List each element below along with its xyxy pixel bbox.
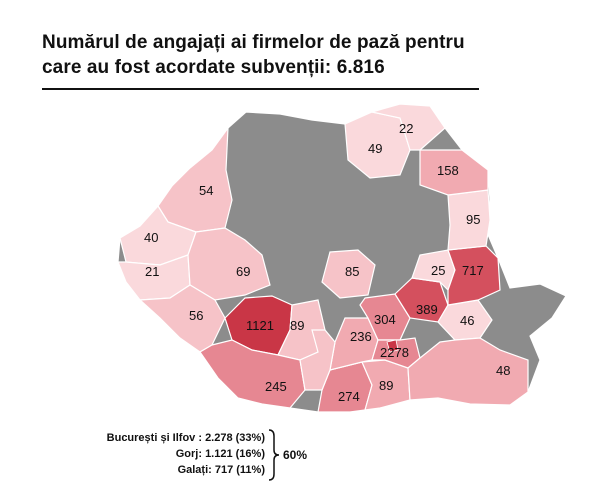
- value-ne-95: 95: [466, 212, 480, 227]
- value-n-49: 49: [368, 141, 382, 156]
- county-bucuresti-dot: [386, 339, 399, 353]
- value-s-304: 304: [374, 312, 396, 327]
- legend-row-galati: Galați: 717 (11%): [177, 464, 265, 476]
- county-n-22: [371, 103, 446, 151]
- value-w-21: 21: [145, 264, 159, 279]
- county-c-85: [321, 249, 376, 299]
- value-sw-56: 56: [189, 308, 203, 323]
- value-e-389: 389: [416, 302, 438, 317]
- value-gorj: 1121: [246, 318, 274, 333]
- value-s-274: 274: [338, 389, 360, 404]
- value-sw-245: 245: [265, 379, 287, 394]
- county-value-labels: 54 40 21 69 56 1121 89 245 274 89 236 30…: [144, 121, 510, 404]
- county-c-69: [187, 227, 271, 301]
- value-bucuresti-ilfov: 2278: [380, 345, 409, 360]
- title-line-2: care au fost acordate subvenții: 6.816: [42, 57, 385, 78]
- value-galati: 717: [462, 263, 484, 278]
- value-se-48: 48: [496, 363, 510, 378]
- value-c-85: 85: [345, 264, 359, 279]
- county-nw-54: [157, 126, 233, 233]
- county-se-48: [407, 337, 529, 406]
- map-title: Numărul de angajați ai firmelor de pază …: [42, 30, 542, 80]
- value-ne-158: 158: [437, 163, 459, 178]
- legend-row-gorj: Gorj: 1.121 (16%): [175, 448, 265, 460]
- title-underline: [42, 88, 479, 90]
- county-galati: [447, 245, 501, 306]
- county-sw-245: [199, 339, 306, 409]
- legend: București și Ilfov : 2.278 (33%) Gorj: 1…: [60, 430, 265, 478]
- value-nw-54: 54: [199, 183, 213, 198]
- value-w-40: 40: [144, 230, 158, 245]
- value-e-25: 25: [431, 263, 445, 278]
- value-valcea: 89: [290, 318, 304, 333]
- legend-total: 60%: [283, 448, 308, 462]
- county-sw-56: [138, 284, 226, 353]
- title-line-1: Numărul de angajați ai firmelor de pază …: [42, 32, 465, 53]
- value-s-236: 236: [350, 329, 372, 344]
- value-n-22: 22: [399, 121, 413, 136]
- value-se-46: 46: [460, 313, 474, 328]
- value-c-69: 69: [236, 264, 250, 279]
- legend-brace: [268, 429, 280, 481]
- county-ne-158: [419, 149, 489, 196]
- county-dark-outer: [299, 329, 336, 391]
- legend-row-bucuresti-ilfov: București și Ilfov : 2.278 (33%): [106, 432, 265, 444]
- value-s-89: 89: [379, 378, 393, 393]
